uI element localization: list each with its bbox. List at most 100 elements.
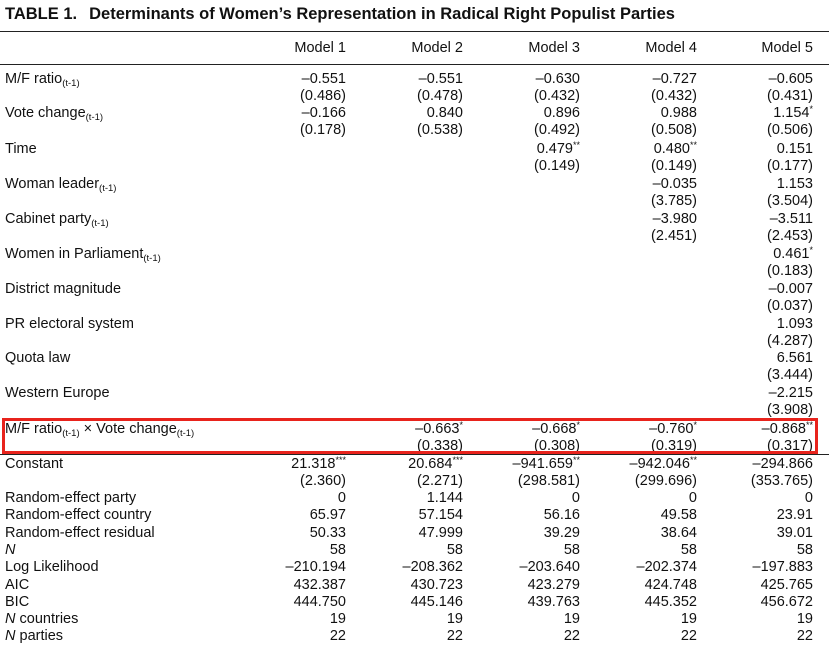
stat-label: Log Likelihood xyxy=(5,559,99,576)
cell-value: 1.154 xyxy=(773,105,810,121)
lag-subscript: (t-1) xyxy=(143,253,161,264)
row-label: Women in Parliament(t-1) xyxy=(5,246,161,263)
row-label-text: Time xyxy=(5,141,37,157)
coefficient-cell: 0.480** xyxy=(654,141,697,158)
standard-error-cell: (3.785) xyxy=(651,193,697,210)
cell-value: 0.480 xyxy=(653,141,690,157)
standard-error-cell: (0.149) xyxy=(651,158,697,175)
cell-value: (299.696) xyxy=(634,473,697,489)
cell-value: (4.287) xyxy=(767,333,813,349)
stat-value-cell: 445.146 xyxy=(411,594,463,611)
row-label: Time xyxy=(5,141,37,158)
standard-error-cell: (2.451) xyxy=(651,228,697,245)
row-label: Vote change(t-1) xyxy=(5,105,103,122)
coefficient-cell: –2.215 xyxy=(769,385,813,402)
cell-value: 0.840 xyxy=(426,105,463,121)
stat-value-cell: 38.64 xyxy=(661,525,697,542)
cell-value: 425.765 xyxy=(760,576,813,593)
stat-label-text: AIC xyxy=(5,576,30,593)
stat-value-cell: –210.194 xyxy=(286,559,346,576)
stat-label-text: Log Likelihood xyxy=(5,559,99,576)
cell-value: (0.492) xyxy=(534,122,580,138)
stat-value-cell: 19 xyxy=(564,611,580,628)
standard-error-cell: (0.492) xyxy=(534,122,580,139)
cell-value: 38.64 xyxy=(660,524,697,541)
stat-value-cell: 424.748 xyxy=(645,577,697,594)
table-title: TABLE 1. Determinants of Women’s Represen… xyxy=(5,5,675,24)
stat-value-cell: –208.362 xyxy=(403,559,463,576)
cell-value: (3.444) xyxy=(767,367,813,383)
cell-value: (0.432) xyxy=(651,88,697,104)
cell-value: –208.362 xyxy=(402,559,463,576)
stat-value-cell: 39.29 xyxy=(544,525,580,542)
row-label: Western Europe xyxy=(5,385,110,402)
cell-value: 0 xyxy=(804,490,813,506)
cell-value: 50.33 xyxy=(309,524,346,541)
cell-value: –0.551 xyxy=(301,71,346,87)
cell-value: –0.007 xyxy=(768,281,813,297)
standard-error-cell: (0.538) xyxy=(417,122,463,139)
standard-error-cell: (0.506) xyxy=(767,122,813,139)
standard-error-cell: (0.149) xyxy=(534,158,580,175)
row-label: Cabinet party(t-1) xyxy=(5,211,109,228)
stat-label: N xyxy=(5,542,15,559)
coefficient-cell: –0.605 xyxy=(769,71,813,88)
cell-value: –0.630 xyxy=(535,71,580,87)
coefficient-cell: –3.511 xyxy=(770,211,813,228)
stat-value-cell: 57.154 xyxy=(419,507,463,524)
cell-value: 0 xyxy=(571,490,580,506)
lag-subscript: (t-1) xyxy=(62,428,80,439)
coefficient-cell: –0.007 xyxy=(769,281,813,298)
row-label-text: × Vote change xyxy=(79,421,177,437)
stat-value-cell: 22 xyxy=(797,628,813,645)
standard-error-cell: (0.178) xyxy=(300,122,346,139)
stat-label: AIC xyxy=(5,577,29,594)
stat-value-cell: 65.97 xyxy=(310,507,346,524)
stat-value-cell: 23.91 xyxy=(777,507,813,524)
coefficient-cell: 20.684*** xyxy=(408,456,463,473)
coefficient-cell: 21.318*** xyxy=(291,456,346,473)
cell-value: 47.999 xyxy=(418,524,463,541)
stat-value-cell: 423.279 xyxy=(528,577,580,594)
cell-value: 0.896 xyxy=(543,105,580,121)
standard-error-cell: (4.287) xyxy=(767,333,813,350)
cell-value: (0.177) xyxy=(767,158,813,174)
stat-value-cell: 49.58 xyxy=(661,507,697,524)
significance-stars: * xyxy=(693,420,697,430)
stat-label-text: BIC xyxy=(5,593,30,610)
header-rule xyxy=(0,64,829,65)
stat-value-cell: 22 xyxy=(681,628,697,645)
table-title-text: Determinants of Women’s Representation i… xyxy=(89,5,675,23)
stat-value-cell: 1.144 xyxy=(427,490,463,507)
significance-stars: ** xyxy=(689,455,697,465)
coefficient-cell: –0.663* xyxy=(415,421,463,438)
row-label-text: Women in Parliament xyxy=(5,246,144,262)
standard-error-cell: (0.508) xyxy=(651,122,697,139)
stat-value-cell: 19 xyxy=(447,611,463,628)
stats-rule xyxy=(0,454,829,455)
row-label-text: Constant xyxy=(5,456,64,472)
cell-value: 19 xyxy=(446,611,463,628)
cell-value: (0.431) xyxy=(767,88,813,104)
cell-value: (298.581) xyxy=(517,473,580,489)
significance-stars: ** xyxy=(572,140,580,150)
significance-stars: ** xyxy=(805,420,813,430)
stat-value-cell: 0 xyxy=(338,490,346,507)
cell-value: (2.271) xyxy=(417,473,463,489)
stat-label-text: Random-effect party xyxy=(5,490,137,506)
coefficient-cell: –941.659** xyxy=(513,456,581,473)
cell-value: –0.035 xyxy=(652,176,697,192)
stat-value-cell: 444.750 xyxy=(294,594,346,611)
cell-value: (0.149) xyxy=(534,158,580,174)
cell-value: 65.97 xyxy=(309,507,346,524)
standard-error-cell: (0.317) xyxy=(767,438,813,455)
cell-value: (2.451) xyxy=(651,228,697,244)
stat-value-cell: 58 xyxy=(564,542,580,559)
significance-stars: * xyxy=(576,420,580,430)
standard-error-cell: (0.177) xyxy=(767,158,813,175)
row-label-text: Woman leader xyxy=(5,176,100,192)
cell-value: 1.153 xyxy=(776,176,813,192)
coefficient-cell: –0.868** xyxy=(762,421,813,438)
cell-value: –0.760 xyxy=(649,421,694,437)
coefficient-cell: –0.630 xyxy=(536,71,580,88)
